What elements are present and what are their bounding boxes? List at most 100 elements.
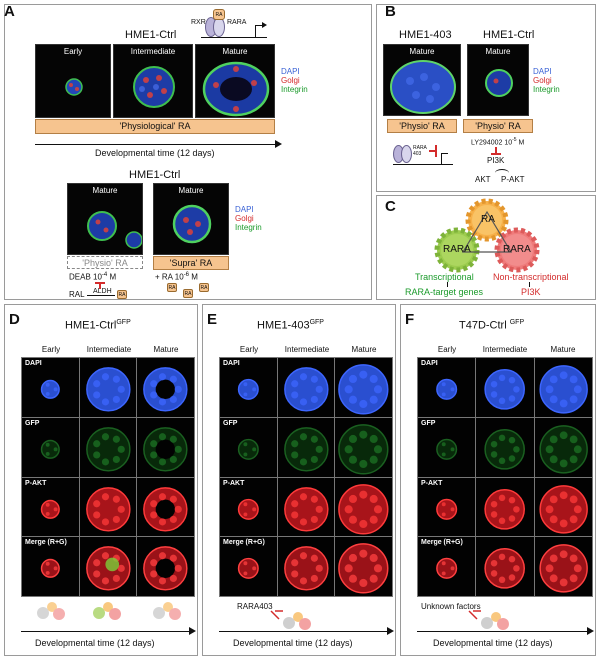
micrograph-cell <box>277 477 335 537</box>
nucleus <box>441 392 446 397</box>
nucleus <box>150 570 158 578</box>
nucleus <box>491 500 498 507</box>
akt-arrow-icon <box>495 169 509 177</box>
time-arrow-line <box>417 631 587 632</box>
legend-golgi: Golgi <box>533 76 552 85</box>
nucleus <box>290 380 298 388</box>
deab-concentration: DEAB 10-4 M <box>69 272 116 282</box>
micrograph-cell <box>534 358 592 417</box>
nucleus <box>509 574 516 582</box>
legend-a-top: DAPI Golgi Integrin <box>281 67 308 94</box>
nucleus <box>569 574 578 583</box>
nucleus <box>299 373 307 381</box>
nucleus <box>290 570 298 578</box>
organoid-body <box>484 428 526 470</box>
nucleus <box>112 375 120 383</box>
micrograph-cell <box>137 417 194 477</box>
nucleus <box>170 554 178 563</box>
nucleus <box>549 395 558 404</box>
organoid-svg <box>85 486 131 532</box>
time-arrowhead-icon <box>189 627 196 635</box>
nucleus <box>159 552 167 560</box>
nucleus <box>349 515 358 524</box>
nucleus <box>150 451 158 459</box>
nucleus <box>359 579 368 588</box>
nucleus <box>349 455 358 464</box>
nucleus <box>369 494 379 503</box>
nucleus <box>549 554 558 563</box>
nucleus <box>374 445 383 454</box>
panel-e: E HME1-403GFP Early Intermediate Mature … <box>202 304 396 656</box>
row-label: DAPI <box>421 360 438 367</box>
unknown-factors-annotation: Unknown factors <box>421 602 481 611</box>
nucleus <box>310 455 318 463</box>
panel-e-letter: E <box>207 311 218 328</box>
nucleus <box>369 515 379 524</box>
nucleus <box>491 560 498 567</box>
time-label: Developmental time (12 days) <box>95 148 215 158</box>
panel-e-grid: DAPI GFP P-AKT Merge (R+G) <box>219 357 393 597</box>
micrograph-cell <box>335 358 392 417</box>
organoid-body <box>436 498 458 520</box>
organoid-svg <box>436 438 458 460</box>
ra-unit: M <box>191 272 198 282</box>
micrograph-cell <box>79 477 137 537</box>
title-text: HME1-403 <box>257 319 310 332</box>
col-mature: Mature <box>550 345 576 354</box>
micrograph-cell: P-AKT <box>418 477 476 537</box>
gear-rara-left-label: RARA <box>443 244 471 255</box>
micrograph-cell <box>277 537 335 596</box>
micrograph-cell: Merge (R+G) <box>220 537 277 596</box>
micrograph-cell <box>277 358 335 417</box>
ra-exponent: -6 <box>183 272 190 278</box>
nucleus <box>299 398 307 406</box>
nucleus <box>92 510 100 519</box>
micrograph-a-early: Early <box>35 44 111 118</box>
nucleus <box>170 575 178 583</box>
row-label: P-AKT <box>25 479 47 487</box>
organoid-svg <box>338 483 389 534</box>
rara-ellipse <box>213 17 225 37</box>
nucleus <box>101 552 109 560</box>
nucleus <box>243 442 248 446</box>
col-intermediate: Intermediate <box>482 345 528 354</box>
time-arrow-line <box>35 144 275 145</box>
organoid-svg <box>436 378 458 400</box>
aldh-label: ALDH <box>93 288 112 295</box>
nucleus <box>359 370 368 379</box>
legend-b: DAPI Golgi Integrin <box>533 67 560 94</box>
organoid-svg <box>40 559 60 579</box>
nucleus <box>310 395 318 403</box>
nucleus <box>252 506 257 511</box>
organoid-lumen <box>155 499 176 519</box>
time-arrow-line <box>219 631 387 632</box>
stage-label: Mature <box>222 47 248 56</box>
ra-hexagon-icon: RA <box>213 9 225 20</box>
mature-label: Mature <box>178 186 204 195</box>
nucleus <box>545 504 554 513</box>
nucleus <box>101 458 109 466</box>
time-label: Developmental time (12 days) <box>35 638 155 648</box>
nucleus <box>170 455 178 463</box>
nucleus <box>509 436 516 444</box>
panel-a-letter: A <box>4 3 15 20</box>
nucleus <box>159 398 167 406</box>
nucleus <box>252 447 257 452</box>
organoid-svg <box>85 367 131 412</box>
nucleus <box>549 435 558 444</box>
micrograph-a-intermediate: Intermediate <box>113 44 193 118</box>
micrograph-cell <box>335 537 392 596</box>
nucleus <box>509 514 516 522</box>
nucleus <box>559 519 568 527</box>
nucleus <box>92 499 100 507</box>
organoid-svg <box>338 543 389 594</box>
nucleus <box>299 517 307 525</box>
organoid-svg <box>338 423 389 475</box>
organoid-svg <box>484 548 526 589</box>
rxr-label: RXR <box>191 19 206 26</box>
ly-exponent: -5 <box>512 137 517 143</box>
nucleus <box>441 382 446 387</box>
transcriptional-label: Transcriptional <box>415 272 474 282</box>
micrograph-cell: DAPI <box>220 358 277 417</box>
nucleus <box>112 515 120 523</box>
